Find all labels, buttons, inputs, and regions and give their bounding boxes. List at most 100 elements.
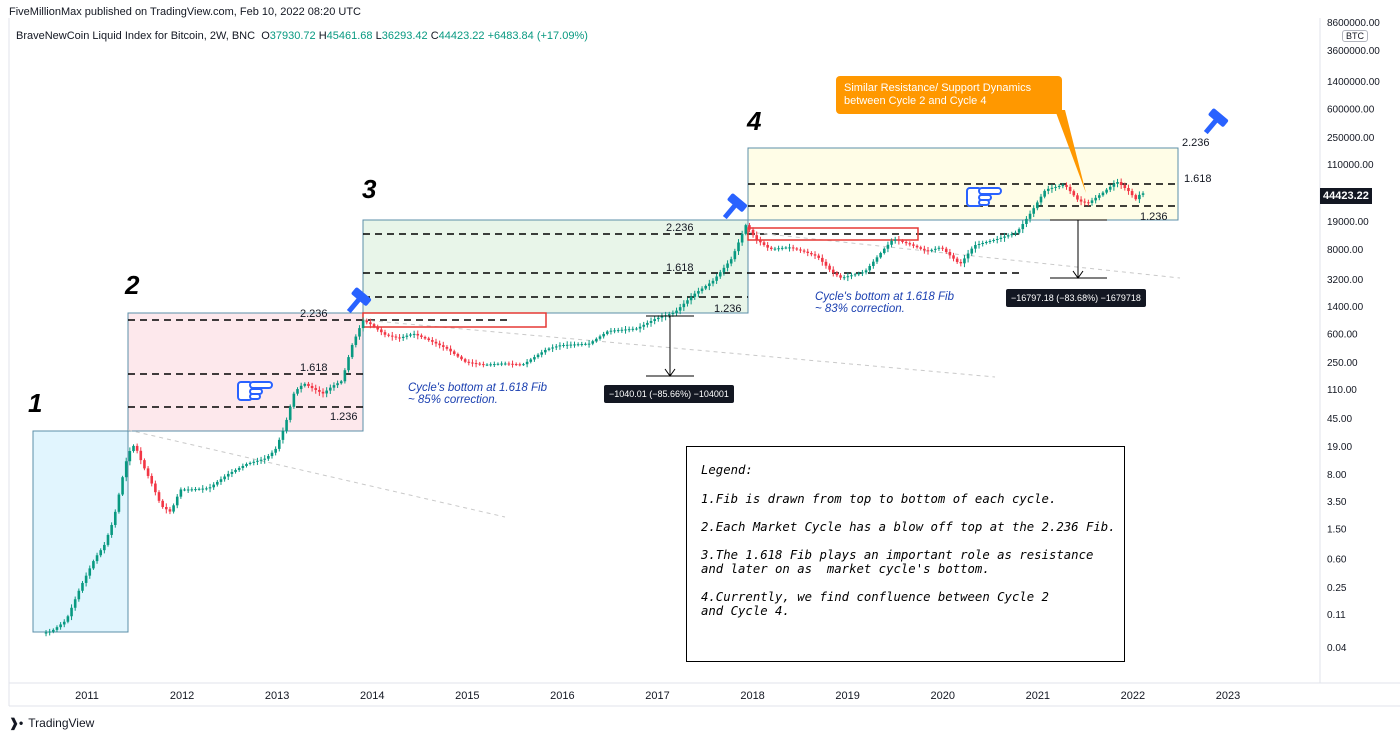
candle-body bbox=[299, 385, 303, 390]
current-price-badge: 44423.22 bbox=[1320, 188, 1372, 204]
candle-body bbox=[824, 261, 828, 266]
price-tick-label: 110000.00 bbox=[1327, 160, 1374, 171]
candle-body bbox=[729, 259, 733, 264]
candle-body bbox=[831, 269, 835, 273]
candle-body bbox=[347, 357, 350, 371]
time-tick-label: 2022 bbox=[1121, 690, 1145, 702]
candle-body bbox=[773, 248, 777, 250]
tradingview-footer[interactable]: ❱• TradingView bbox=[9, 716, 94, 730]
candle-body bbox=[310, 385, 314, 389]
open-value: 37930.72 bbox=[269, 30, 316, 42]
candle-body bbox=[974, 245, 977, 249]
candle-body bbox=[383, 332, 387, 335]
cycle4-fib-box[interactable] bbox=[747, 147, 1179, 221]
cycle-number-1: 1 bbox=[28, 388, 43, 418]
candle-body bbox=[132, 445, 135, 452]
currency-unit-box[interactable]: BTC bbox=[1342, 30, 1368, 42]
candle-body bbox=[678, 307, 682, 311]
candle-body bbox=[124, 461, 128, 478]
hammer-icon-2 bbox=[722, 193, 748, 220]
candle-body bbox=[952, 255, 955, 259]
publisher-line: FiveMillionMax published on TradingView.… bbox=[9, 6, 361, 18]
candle-body bbox=[576, 344, 580, 346]
candle-body bbox=[441, 345, 445, 347]
price-tick-label: 0.60 bbox=[1327, 555, 1347, 566]
candle-body bbox=[161, 500, 164, 508]
candle-body bbox=[762, 242, 766, 245]
candle-body bbox=[861, 272, 864, 274]
high-value: 45461.68 bbox=[326, 30, 373, 42]
candle-body bbox=[95, 555, 99, 562]
candle-body bbox=[565, 344, 569, 346]
candle-body bbox=[267, 456, 270, 459]
callout-pointer bbox=[1055, 110, 1086, 193]
candle-body bbox=[66, 616, 70, 622]
price-tick-label: 8000.00 bbox=[1327, 245, 1364, 256]
fib-label-c2-bot: 1.236 bbox=[330, 411, 358, 423]
candle-body bbox=[558, 345, 562, 347]
candle-body bbox=[1101, 192, 1105, 196]
candle-body bbox=[277, 439, 281, 449]
fib-label-c4-top: 2.236 bbox=[1182, 137, 1210, 149]
candle-body bbox=[179, 489, 183, 497]
measure-label-cycle4: −16797.18 (−83.68%) −1679718 bbox=[1006, 289, 1146, 307]
candle-body bbox=[241, 465, 245, 468]
candle-body bbox=[223, 476, 226, 480]
resistance-callout[interactable]: Similar Resistance/ Support Dynamics bet… bbox=[836, 76, 1062, 114]
candle-body bbox=[970, 248, 974, 254]
candle-body bbox=[318, 389, 321, 392]
candle-body bbox=[977, 244, 981, 246]
cycle2-fib-box[interactable] bbox=[127, 312, 364, 432]
candle-body bbox=[452, 351, 456, 354]
candle-body bbox=[740, 233, 744, 243]
fib-label-c2-top: 2.236 bbox=[300, 308, 328, 320]
candle-body bbox=[482, 364, 485, 366]
footer-brand: TradingView bbox=[28, 716, 95, 730]
c4-resistance-rect[interactable] bbox=[747, 227, 919, 241]
candle-body bbox=[456, 353, 460, 357]
candle-body bbox=[1127, 188, 1130, 192]
candle-body bbox=[926, 250, 930, 252]
candle-body bbox=[638, 326, 642, 329]
symbol-name[interactable]: BraveNewCoin Liquid Index for Bitcoin, 2… bbox=[16, 30, 256, 42]
candle-body bbox=[369, 322, 372, 325]
candle-body bbox=[270, 452, 274, 457]
candle-body bbox=[948, 252, 952, 256]
candle-body bbox=[139, 450, 143, 461]
candle-body bbox=[183, 489, 186, 491]
candle-body bbox=[354, 336, 358, 345]
price-tick-label: 45.00 bbox=[1327, 414, 1352, 425]
candle-body bbox=[514, 364, 518, 366]
candle-body bbox=[1130, 191, 1134, 196]
time-tick-label: 2012 bbox=[170, 690, 194, 702]
price-tick-label: 3600000.00 bbox=[1327, 46, 1380, 57]
candle-body bbox=[995, 238, 999, 241]
price-axis[interactable]: 8600000.00 3600000.00 1400000.00 600000.00 2… bbox=[1327, 18, 1380, 654]
candle-body bbox=[795, 248, 799, 250]
fib-label-c4-bot: 1.236 bbox=[1140, 211, 1168, 223]
candle-body bbox=[288, 406, 292, 420]
candle-body bbox=[835, 272, 839, 276]
candle-body bbox=[1017, 229, 1021, 233]
candle-body bbox=[194, 489, 197, 491]
time-tick-label: 2011 bbox=[75, 690, 99, 702]
candle-body bbox=[219, 479, 223, 482]
candle-body bbox=[434, 341, 438, 344]
candle-body bbox=[234, 469, 237, 472]
candle-body bbox=[627, 329, 631, 331]
candle-body bbox=[817, 255, 820, 258]
candle-body bbox=[981, 243, 984, 245]
candle-body bbox=[81, 582, 84, 591]
candle-body bbox=[766, 244, 769, 248]
candle-body bbox=[445, 346, 449, 349]
candle-body bbox=[1119, 182, 1123, 186]
candle-body bbox=[1061, 185, 1065, 187]
legend-box[interactable]: Legend: 1.Fib is drawn from top to botto… bbox=[686, 446, 1125, 662]
time-axis[interactable]: 2011 2012 2013 2014 2015 2016 2017 2018 2019 2020… bbox=[75, 690, 1240, 702]
cycle1-box[interactable] bbox=[32, 430, 129, 633]
candle-body bbox=[1054, 186, 1057, 188]
candle-body bbox=[562, 345, 565, 347]
candle-body bbox=[635, 328, 638, 330]
candle-body bbox=[602, 333, 605, 337]
